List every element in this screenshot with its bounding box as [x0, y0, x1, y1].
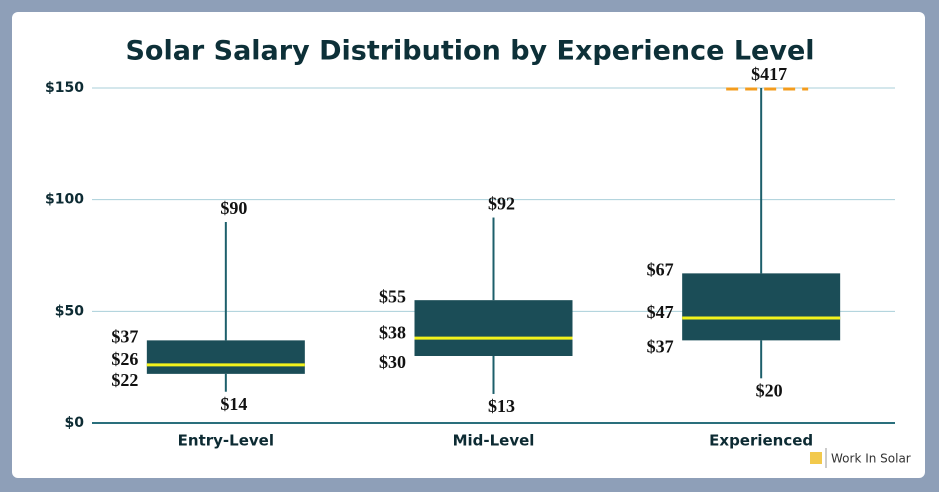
q1-label: $37 — [647, 336, 674, 356]
median-label: $47 — [647, 302, 674, 322]
min-label: $20 — [756, 380, 783, 400]
x-tick-label: Entry-Level — [178, 432, 274, 450]
plot-area — [146, 88, 841, 394]
box — [414, 300, 573, 356]
box — [146, 340, 305, 374]
q3-label: $37 — [111, 326, 138, 346]
brand-logo: Work In Solar — [810, 448, 911, 468]
panel — [12, 12, 925, 478]
median-label: $38 — [379, 322, 406, 342]
y-tick-label: $150 — [45, 80, 84, 96]
median-label: $26 — [111, 349, 138, 369]
box — [682, 273, 841, 341]
q3-label: $55 — [379, 286, 406, 306]
x-tick-label: Mid-Level — [453, 432, 535, 450]
brand: Work In Solar — [831, 452, 911, 466]
y-tick-label: $50 — [55, 303, 84, 319]
y-tick-label: $0 — [65, 415, 85, 431]
q1-label: $30 — [379, 352, 406, 372]
y-tick-label: $100 — [45, 192, 84, 208]
x-tick-label: Experienced — [709, 432, 813, 450]
min-label: $14 — [220, 394, 247, 414]
max-label: $417 — [751, 64, 787, 84]
max-label: $92 — [488, 194, 515, 214]
min-label: $13 — [488, 396, 515, 416]
q3-label: $67 — [647, 259, 674, 279]
chart-title: Solar Salary Distribution by Experience … — [125, 36, 814, 67]
max-label: $90 — [220, 198, 247, 218]
q1-label: $22 — [111, 370, 138, 390]
